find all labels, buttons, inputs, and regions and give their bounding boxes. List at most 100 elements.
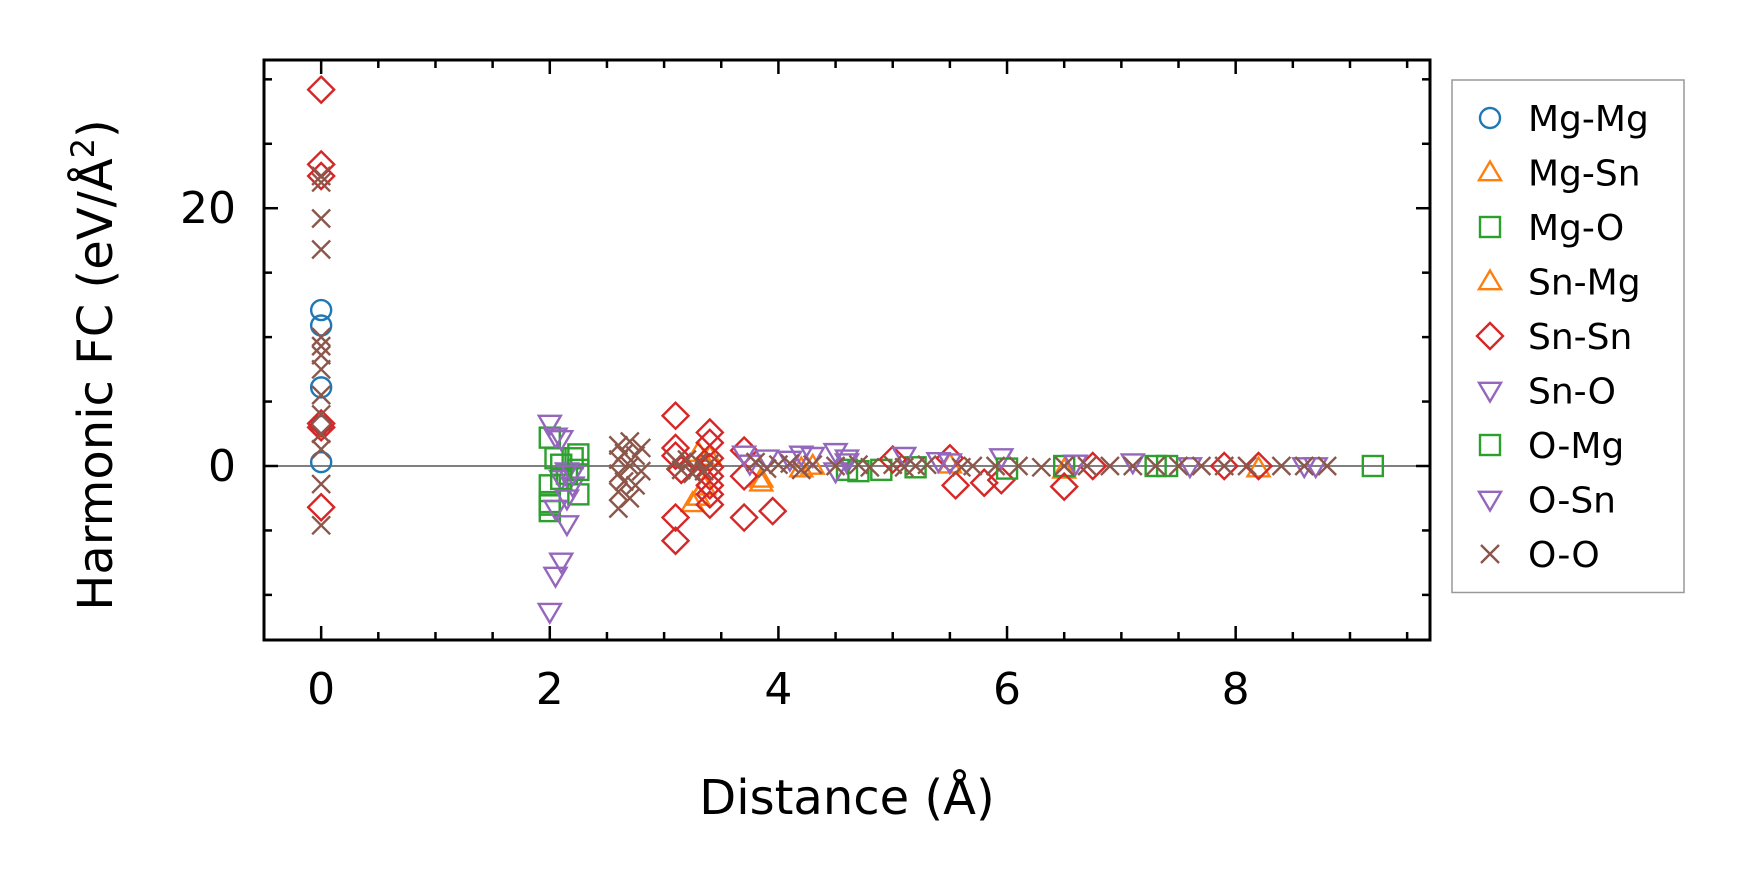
legend-label: O-O [1528, 535, 1600, 576]
data-point [660, 440, 691, 471]
data-point [1361, 454, 1385, 478]
legend-marker [1478, 106, 1502, 130]
data-point [940, 470, 971, 501]
data-point [1168, 456, 1189, 476]
data-point [860, 457, 880, 478]
legend-label: Sn-Sn [1528, 317, 1632, 358]
data-point [1209, 451, 1239, 481]
data-point [1317, 456, 1337, 476]
legend-label: O-Mg [1528, 426, 1624, 467]
legend-item: Sn-O [1476, 372, 1616, 413]
data-point [660, 526, 691, 556]
data-point [1119, 453, 1146, 476]
data-point [671, 460, 692, 480]
data-point [559, 464, 586, 488]
legend-label: O-Sn [1528, 481, 1616, 522]
legend-item: Sn-Mg [1476, 263, 1641, 304]
data-point [1051, 456, 1078, 479]
plot-frame [262, 58, 1432, 642]
data-point [309, 376, 333, 399]
data-point [309, 450, 333, 474]
data-point [538, 493, 561, 516]
x-tick-label: 4 [764, 664, 792, 715]
data-point [306, 408, 336, 439]
data-point [311, 515, 332, 536]
data-point [882, 454, 903, 475]
y-tick-label: 20 [180, 183, 236, 234]
data-point [542, 427, 569, 450]
data-point [1245, 455, 1272, 478]
legend-marker [1476, 490, 1504, 513]
data-point [1062, 454, 1089, 477]
data-point [825, 456, 846, 476]
data-point [311, 166, 332, 186]
y-tick-label: 0 [208, 441, 236, 492]
data-point [969, 468, 999, 498]
data-point [695, 417, 725, 448]
data-point [695, 489, 725, 520]
data-point [311, 327, 332, 347]
legend-marker [1478, 215, 1502, 239]
data-point [542, 499, 569, 522]
data-point [561, 447, 584, 470]
data-point [306, 74, 336, 105]
data-point [309, 298, 333, 322]
legend-label: Mg-Mg [1528, 99, 1649, 140]
data-point [779, 453, 800, 474]
data-point [1302, 457, 1329, 480]
data-point [311, 423, 332, 444]
data-point [1077, 456, 1097, 476]
data-point [567, 458, 590, 482]
data-point [986, 465, 1017, 495]
data-point [553, 489, 581, 512]
data-point [1100, 456, 1120, 476]
legend-label: Sn-O [1528, 372, 1616, 413]
legend-item: Mg-Mg [1478, 99, 1649, 140]
series-o-o [311, 166, 1337, 536]
data-point [614, 443, 634, 463]
data-point [878, 444, 908, 475]
data-point [745, 452, 766, 472]
series-sn-sn [306, 74, 1274, 556]
data-point [619, 456, 640, 476]
y-axis-label: Harmonic FC (eV/Å2) [64, 119, 124, 611]
data-point [660, 502, 691, 533]
data-point [309, 314, 333, 337]
data-point [536, 602, 563, 626]
series-mg-mg [309, 298, 333, 474]
data-point [985, 456, 1006, 476]
data-point [311, 474, 332, 494]
x-tick-label: 2 [536, 664, 564, 715]
data-point [631, 438, 652, 458]
data-point [925, 451, 952, 475]
data-point [695, 479, 725, 510]
legend-label: Mg-O [1528, 208, 1624, 249]
x-axis-label: Distance (Å) [699, 769, 994, 826]
data-point [1049, 471, 1079, 502]
data-point [548, 552, 575, 575]
data-point [791, 460, 812, 480]
data-point [311, 404, 332, 425]
data-point [1144, 454, 1167, 478]
legend-label: Mg-Sn [1528, 154, 1641, 195]
data-point [1214, 456, 1235, 476]
legend-item: Sn-Sn [1475, 317, 1632, 358]
data-point [699, 453, 720, 474]
data-point [311, 336, 332, 356]
data-point [757, 496, 788, 526]
legend: Mg-Mg Mg-Sn Mg-O Sn-Mg Sn-Sn Sn-O O-Mg O-Sn O-O [1451, 79, 1685, 594]
data-point [757, 458, 777, 479]
data-point [677, 449, 697, 470]
data-point [311, 239, 332, 260]
data-point [695, 428, 725, 458]
legend-marker [1476, 268, 1504, 291]
data-point [1237, 456, 1257, 476]
data-point [1031, 457, 1052, 478]
data-point [1271, 456, 1292, 476]
data-point [729, 461, 759, 492]
data-point [802, 454, 823, 475]
data-point [666, 455, 696, 485]
data-point [619, 488, 640, 509]
data-point [625, 475, 646, 496]
